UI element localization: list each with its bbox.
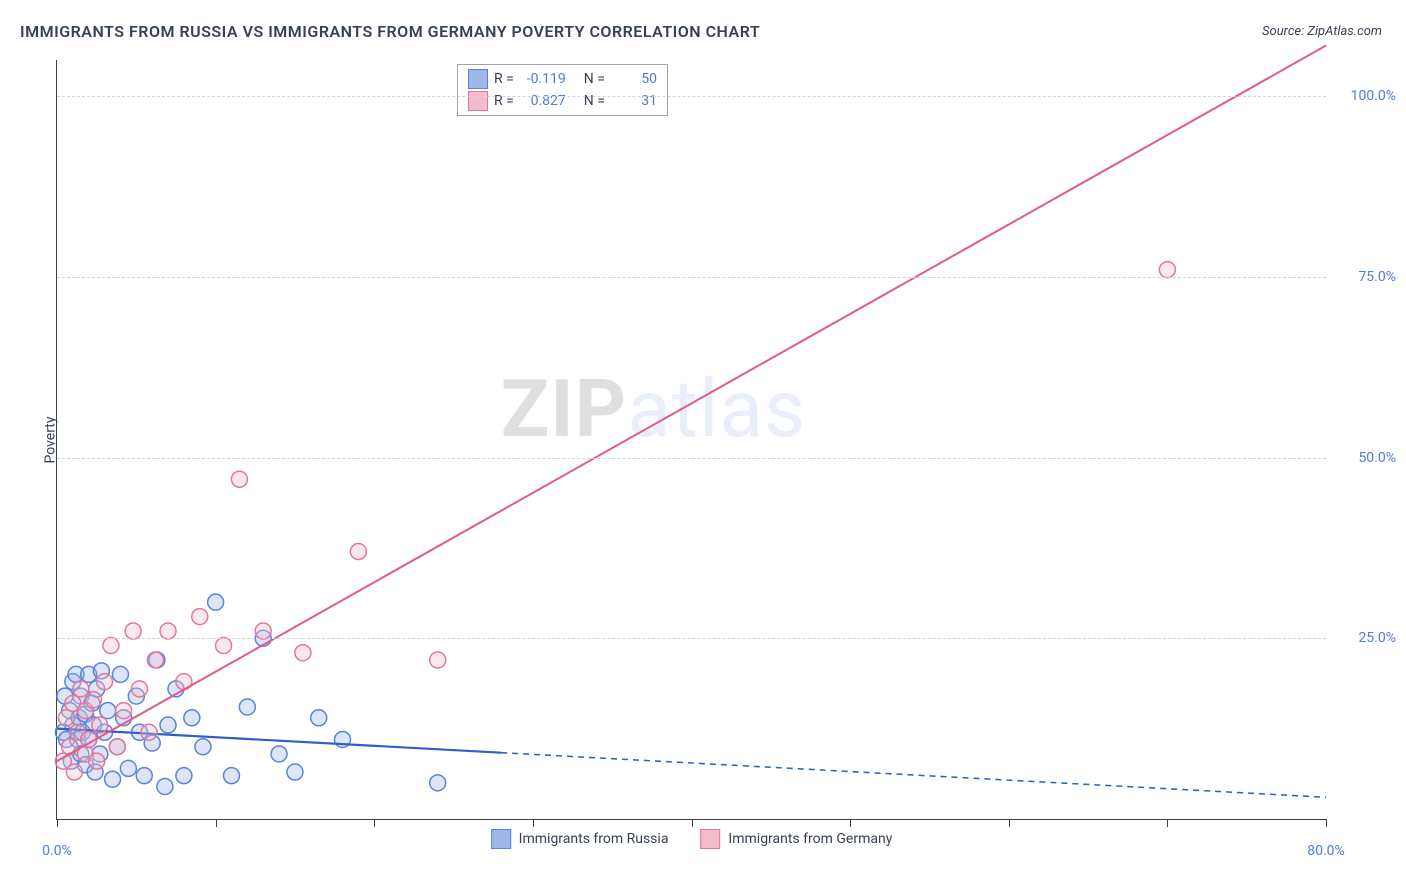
legend-item-germany: Immigrants from Germany — [700, 829, 892, 849]
scatter-point — [92, 717, 108, 733]
gridline — [57, 96, 1326, 97]
gridline — [57, 277, 1326, 278]
scatter-point — [100, 703, 116, 719]
scatter-point — [184, 710, 200, 726]
x-tick — [216, 819, 217, 827]
scatter-point — [131, 681, 147, 697]
scatter-point — [239, 699, 255, 715]
legend-item-russia: Immigrants from Russia — [491, 829, 669, 849]
scatter-point — [136, 768, 152, 784]
scatter-point — [1159, 262, 1175, 278]
x-tick-label: 80.0% — [1307, 843, 1345, 859]
scatter-point — [223, 768, 239, 784]
x-tick — [1167, 819, 1168, 827]
source-label: Source: ZipAtlas.com — [1262, 24, 1382, 39]
scatter-point — [160, 623, 176, 639]
scatter-point — [216, 638, 232, 654]
scatter-point — [105, 771, 121, 787]
scatter-point — [89, 753, 105, 769]
legend-swatch-russia-bottom — [491, 829, 511, 849]
scatter-point — [85, 692, 101, 708]
series-legend: Immigrants from Russia Immigrants from G… — [491, 829, 893, 849]
trend-line — [57, 46, 1326, 762]
scatter-point — [141, 724, 157, 740]
x-tick — [57, 819, 58, 827]
y-tick-label: 50.0% — [1336, 450, 1396, 466]
scatter-point — [350, 544, 366, 560]
scatter-point — [73, 681, 89, 697]
gridline — [57, 638, 1326, 639]
scatter-point — [62, 739, 78, 755]
scatter-point — [157, 778, 173, 794]
scatter-point — [116, 703, 132, 719]
scatter-point — [147, 652, 163, 668]
x-tick — [374, 819, 375, 827]
scatter-point — [295, 645, 311, 661]
scatter-point — [311, 710, 327, 726]
scatter-point — [231, 471, 247, 487]
x-tick — [1326, 819, 1327, 827]
legend-label-germany: Immigrants from Germany — [728, 831, 892, 847]
scatter-point — [271, 746, 287, 762]
x-tick-label: 0.0% — [42, 843, 72, 859]
scatter-point — [112, 666, 128, 682]
y-tick-label: 75.0% — [1336, 269, 1396, 285]
trend-line-dashed — [501, 753, 1326, 798]
scatter-point — [120, 760, 136, 776]
scatter-point — [208, 594, 224, 610]
scatter-point — [255, 623, 271, 639]
scatter-point — [160, 717, 176, 733]
chart-svg — [57, 60, 1326, 819]
legend-label-russia: Immigrants from Russia — [519, 831, 669, 847]
gridline — [57, 458, 1326, 459]
scatter-point — [192, 609, 208, 625]
x-tick — [692, 819, 693, 827]
legend-swatch-germany-bottom — [700, 829, 720, 849]
scatter-point — [125, 623, 141, 639]
plot-area: Poverty ZIPatlas R = -0.119 N = 50 R = 0… — [56, 60, 1326, 820]
scatter-point — [103, 638, 119, 654]
scatter-point — [59, 710, 75, 726]
scatter-point — [430, 652, 446, 668]
x-tick — [850, 819, 851, 827]
y-tick-label: 25.0% — [1336, 630, 1396, 646]
scatter-point — [430, 775, 446, 791]
scatter-point — [176, 768, 192, 784]
scatter-point — [109, 739, 125, 755]
scatter-point — [195, 739, 211, 755]
scatter-point — [287, 764, 303, 780]
x-tick — [533, 819, 534, 827]
scatter-point — [97, 674, 113, 690]
x-tick — [1009, 819, 1010, 827]
scatter-point — [66, 764, 82, 780]
y-tick-label: 100.0% — [1336, 88, 1396, 104]
chart-title: IMMIGRANTS FROM RUSSIA VS IMMIGRANTS FRO… — [20, 22, 760, 41]
